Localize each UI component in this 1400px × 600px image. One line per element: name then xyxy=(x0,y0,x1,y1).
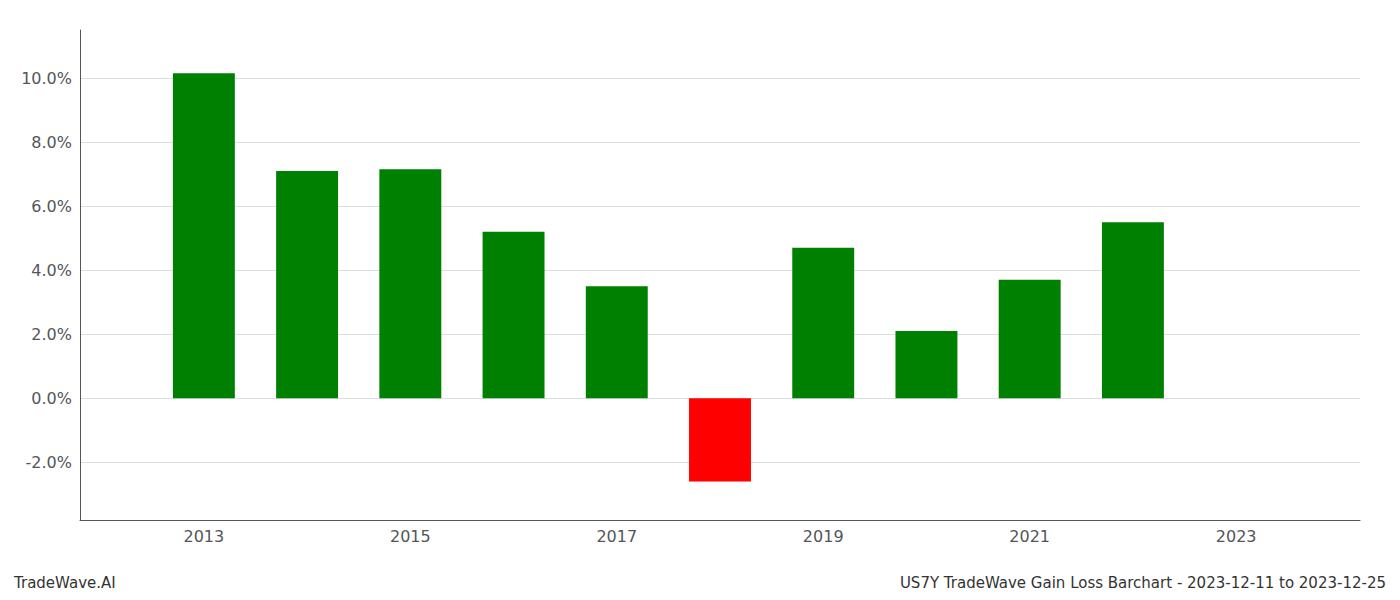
svg-text:2023: 2023 xyxy=(1216,527,1257,546)
svg-text:2.0%: 2.0% xyxy=(31,325,72,344)
svg-text:2015: 2015 xyxy=(390,527,431,546)
svg-text:TradeWave.AI: TradeWave.AI xyxy=(13,574,116,592)
svg-text:2013: 2013 xyxy=(184,527,225,546)
svg-text:2019: 2019 xyxy=(803,527,844,546)
svg-text:0.0%: 0.0% xyxy=(31,389,72,408)
svg-text:10.0%: 10.0% xyxy=(21,69,72,88)
svg-text:6.0%: 6.0% xyxy=(31,197,72,216)
svg-text:2021: 2021 xyxy=(1009,527,1050,546)
svg-text:US7Y TradeWave Gain Loss Barch: US7Y TradeWave Gain Loss Barchart - 2023… xyxy=(900,574,1386,592)
svg-text:4.0%: 4.0% xyxy=(31,261,72,280)
svg-text:8.0%: 8.0% xyxy=(31,133,72,152)
svg-text:2017: 2017 xyxy=(596,527,637,546)
svg-text:-2.0%: -2.0% xyxy=(26,453,72,472)
